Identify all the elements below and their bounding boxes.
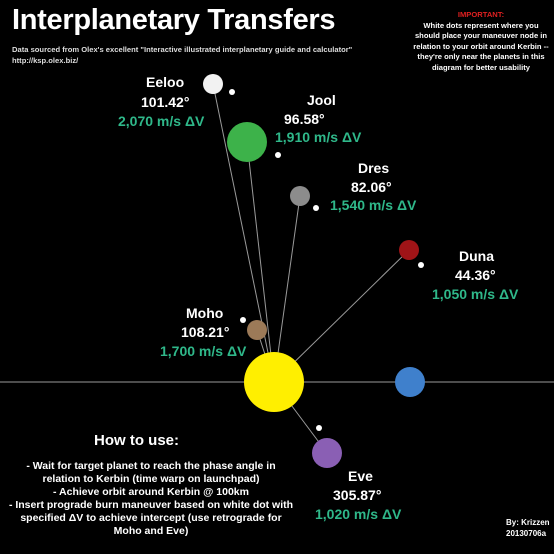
moho-name: Moho <box>186 305 224 321</box>
planet-dres <box>290 186 310 206</box>
line-jool <box>246 141 275 383</box>
important-text: White dots represent where you should pl… <box>413 20 549 72</box>
planet-eve <box>312 438 342 468</box>
planet-duna <box>399 240 419 260</box>
eeloo-angle: 101.42° <box>141 94 190 110</box>
author: By: Krizzen <box>506 518 550 527</box>
node-dot-moho <box>240 317 246 323</box>
author-credit: By: Krizzen 20130706a <box>506 517 550 539</box>
eve-angle: 305.87° <box>333 487 382 503</box>
node-dot-jool <box>275 152 281 158</box>
jool-dv: 1,910 m/s ΔV <box>275 129 362 145</box>
eve-dv: 1,020 m/s ΔV <box>315 506 402 522</box>
line-dres <box>273 195 301 383</box>
duna-dv: 1,050 m/s ΔV <box>432 286 519 302</box>
planet-eeloo <box>203 74 223 94</box>
line-duna <box>273 249 410 383</box>
page-title: Interplanetary Transfers <box>12 4 336 36</box>
jool-name: Jool <box>307 92 336 108</box>
howto-instructions: - Wait for target planet to reach the ph… <box>6 460 296 538</box>
howto-step: - Wait for target planet to reach the ph… <box>26 460 276 485</box>
eve-name: Eve <box>348 468 373 484</box>
node-dot-eve <box>316 425 322 431</box>
howto-step: - Achieve orbit around Kerbin @ 100km <box>53 486 249 498</box>
planet-kerbin <box>395 367 425 397</box>
node-dot-dres <box>313 205 319 211</box>
version: 20130706a <box>506 529 547 538</box>
eeloo-name: Eeloo <box>146 74 185 90</box>
eeloo-dv: 2,070 m/s ΔV <box>118 113 205 129</box>
duna-angle: 44.36° <box>455 267 496 283</box>
node-dot-eeloo <box>229 89 235 95</box>
source-url: http://ksp.olex.biz/ <box>12 56 79 65</box>
dres-angle: 82.06° <box>351 179 392 195</box>
dres-name: Dres <box>358 160 390 176</box>
source-line: Data sourced from Olex's excellent "Inte… <box>12 45 353 54</box>
howto-step: - Insert prograde burn maneuver based on… <box>8 499 294 537</box>
dres-dv: 1,540 m/s ΔV <box>330 197 417 213</box>
sun <box>244 352 304 412</box>
planet-moho <box>247 320 267 340</box>
duna-name: Duna <box>459 248 494 264</box>
important-heading: IMPORTANT: <box>457 10 505 19</box>
moho-dv: 1,700 m/s ΔV <box>160 343 247 359</box>
moho-angle: 108.21° <box>181 324 230 340</box>
jool-angle: 96.58° <box>284 111 325 127</box>
planet-jool <box>227 122 267 162</box>
source-credit: Data sourced from Olex's excellent "Inte… <box>12 44 352 66</box>
important-note: IMPORTANT: White dots represent where yo… <box>412 10 550 73</box>
node-dot-duna <box>418 262 424 268</box>
howto-heading: How to use: <box>94 432 179 449</box>
